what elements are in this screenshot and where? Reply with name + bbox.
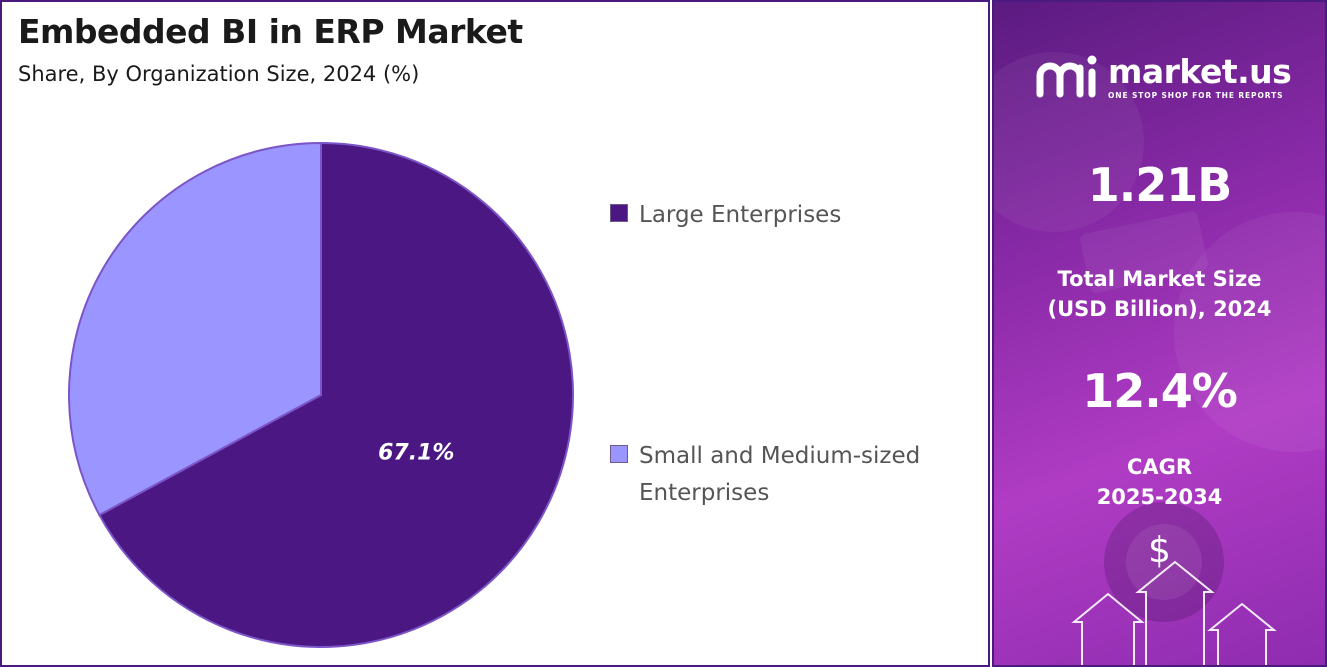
chart-title: Embedded BI in ERP Market [18,12,523,51]
cagr-label-line2: 2025-2034 [1096,485,1223,509]
chart-panel: Embedded BI in ERP Market Share, By Orga… [0,0,990,667]
pie-slice-small-medium-enterprises [68,141,322,517]
market-size-label-line1: Total Market Size [1057,267,1262,291]
legend-label-large-enterprises: Large Enterprises [639,202,842,228]
dollar-symbol: $ [1148,530,1171,571]
legend-swatch-large-enterprises [610,204,628,222]
pie-chart: 67.1% [68,141,574,648]
cagr-label-line1: CAGR [1126,455,1193,479]
brand-tagline: ONE STOP SHOP FOR THE REPORTS [1108,90,1284,100]
background-photo-overlay [994,52,1325,622]
brand: market.us ONE STOP SHOP FOR THE REPORTS [1034,50,1292,102]
legend-label-small-medium-enterprises: Small and Medium-sized Enterprises [639,443,921,506]
pie-slice-large-enterprises [98,141,574,648]
info-panel: market.us ONE STOP SHOP FOR THE REPORTS … [992,0,1327,667]
legend-item-large-enterprises: Large Enterprises [610,197,969,234]
market-size-label-line2: (USD Billion), 2024 [1047,297,1272,321]
brand-name: market.us [1108,51,1292,91]
legend-swatch-small-medium-enterprises [610,445,628,463]
legend-item-small-medium-enterprises: Small and Medium-sized Enterprises [610,438,969,512]
data-label-large-enterprises: 67.1% [378,441,454,466]
market-size-value: 1.21B [1087,158,1233,212]
cagr-value: 12.4% [1082,364,1238,418]
chart-subtitle: Share, By Organization Size, 2024 (%) [18,62,420,86]
market-us-logo-icon [1036,55,1097,98]
growth-arrows-icon [1071,560,1277,665]
